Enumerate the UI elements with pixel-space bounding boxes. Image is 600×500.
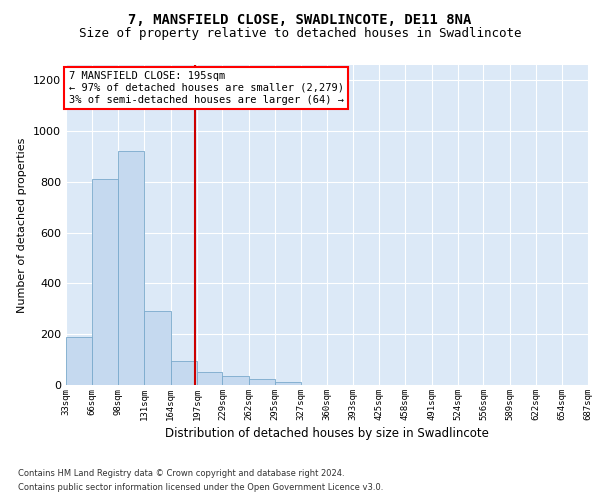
Bar (144, 312, 170, 385)
Text: Size of property relative to detached houses in Swadlincote: Size of property relative to detached ho… (79, 28, 521, 40)
Bar (170, 361, 197, 385)
X-axis label: Distribution of detached houses by size in Swadlincote: Distribution of detached houses by size … (165, 427, 489, 440)
Bar (66, 336, 92, 385)
Text: Contains HM Land Registry data © Crown copyright and database right 2024.: Contains HM Land Registry data © Crown c… (18, 468, 344, 477)
Y-axis label: Number of detached properties: Number of detached properties (17, 138, 28, 312)
Bar (118, 152, 144, 385)
Bar (197, 372, 223, 385)
Text: 7, MANSFIELD CLOSE, SWADLINCOTE, DE11 8NA: 7, MANSFIELD CLOSE, SWADLINCOTE, DE11 8N… (128, 12, 472, 26)
Bar (92, 180, 118, 385)
Text: 7 MANSFIELD CLOSE: 195sqm
← 97% of detached houses are smaller (2,279)
3% of sem: 7 MANSFIELD CLOSE: 195sqm ← 97% of detac… (68, 72, 344, 104)
Bar (223, 376, 249, 385)
Bar (275, 382, 301, 385)
Bar (249, 378, 275, 385)
Text: Contains public sector information licensed under the Open Government Licence v3: Contains public sector information licen… (18, 484, 383, 492)
